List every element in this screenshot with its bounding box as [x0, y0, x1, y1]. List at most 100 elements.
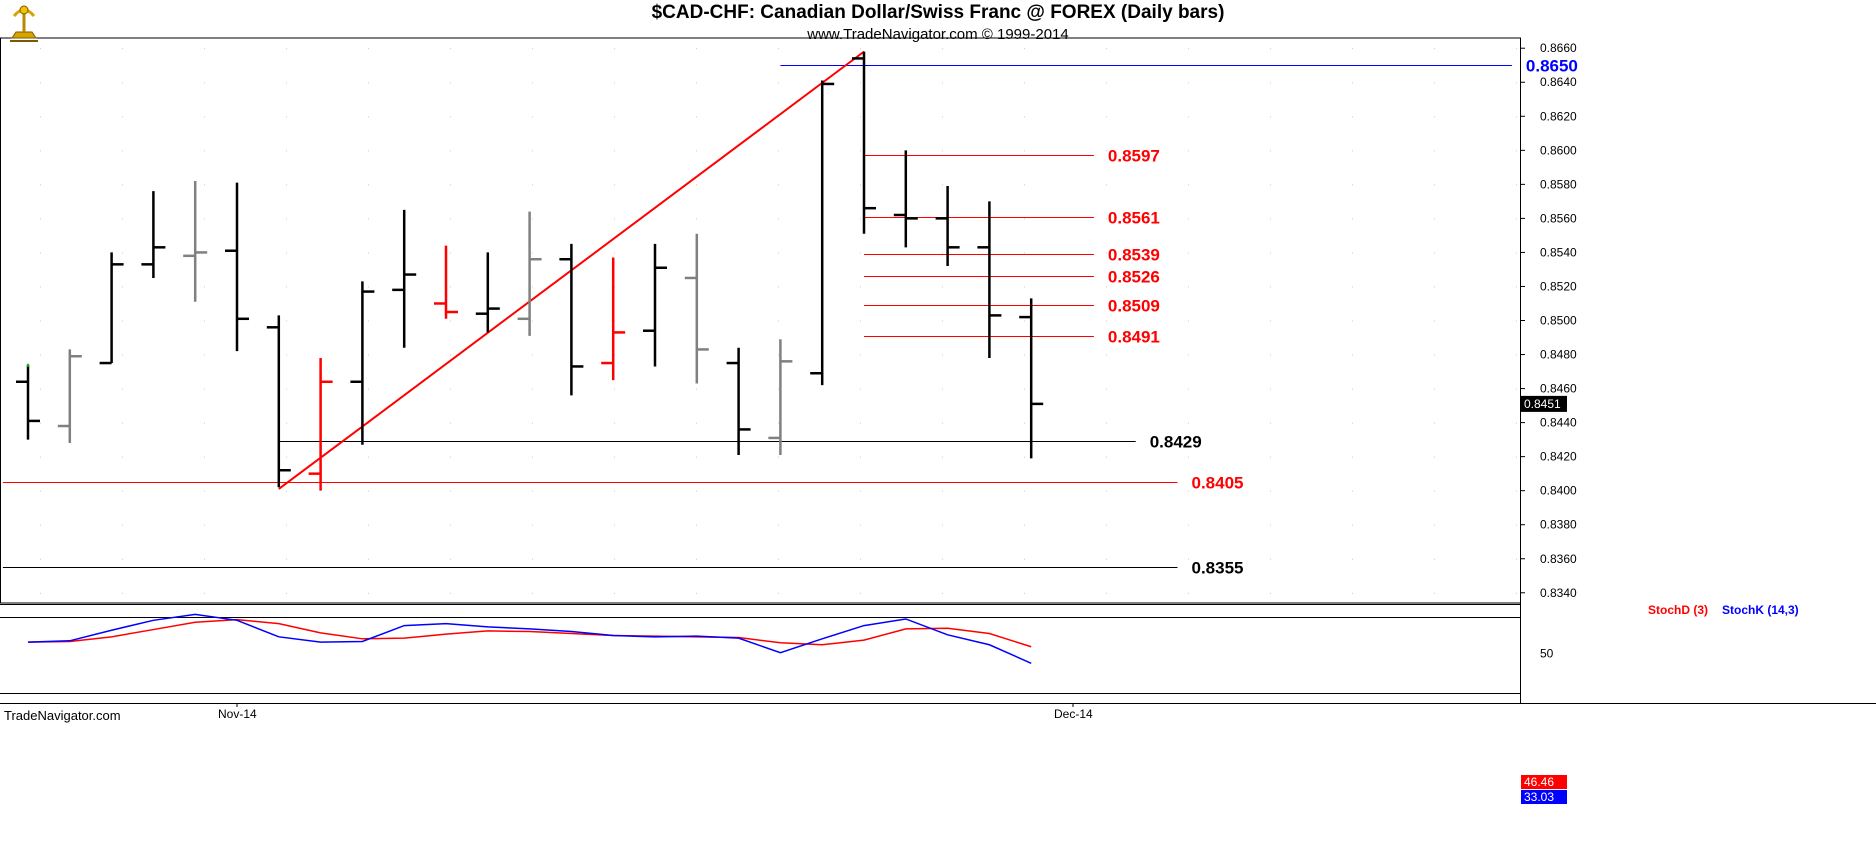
grid-dot [368, 592, 369, 594]
grid-dot [286, 456, 287, 458]
grid-dot [1516, 388, 1517, 390]
grid-dot [614, 422, 615, 424]
grid-dot [778, 592, 779, 594]
chart-subtitle: www.TradeNavigator.com © 1999-2014 [807, 26, 1069, 43]
price-tick-label: 0.8340 [1540, 586, 1577, 600]
price-tick-label: 0.8500 [1540, 314, 1577, 328]
grid-dot [286, 252, 287, 254]
grid-dot [1188, 558, 1189, 560]
price-tick-label: 0.8440 [1540, 416, 1577, 430]
grid-dot [1516, 320, 1517, 322]
grid-dot [368, 48, 369, 50]
grid-dot [1188, 320, 1189, 322]
price-tick-label: 0.8560 [1540, 211, 1577, 225]
chart-title: $CAD-CHF: Canadian Dollar/Swiss Franc @ … [651, 2, 1225, 23]
grid-dot [1106, 354, 1107, 356]
grid-dot [942, 150, 943, 152]
grid-dot [1106, 592, 1107, 594]
grid-dot [1352, 82, 1353, 84]
grid-dot [860, 558, 861, 560]
grid-dot [1434, 320, 1435, 322]
grid-dot [778, 320, 779, 322]
grid-dot [532, 490, 533, 492]
grid-dot [614, 524, 615, 526]
grid-dot [286, 48, 287, 50]
grid-dot [860, 150, 861, 152]
grid-dot [1516, 48, 1517, 50]
grid-dot [1106, 490, 1107, 492]
grid-dot [1434, 48, 1435, 50]
price-tick-label: 0.8400 [1540, 484, 1577, 498]
grid-dot [1024, 116, 1025, 118]
grid-dot [286, 422, 287, 424]
grid-dot [1434, 456, 1435, 458]
grid-dot [1106, 218, 1107, 220]
grid-dot [1352, 354, 1353, 356]
grid-dot [1106, 48, 1107, 50]
grid-dot [1188, 150, 1189, 152]
grid-dot [122, 184, 123, 186]
grid-dot [1352, 184, 1353, 186]
grid-dot [860, 218, 861, 220]
grid-dot [204, 116, 205, 118]
level-label: 0.8355 [1192, 559, 1244, 578]
grid-dot [1516, 82, 1517, 84]
grid-dot [40, 388, 41, 390]
grid-dot [1352, 116, 1353, 118]
grid-dot [1434, 82, 1435, 84]
grid-dot [1270, 116, 1271, 118]
grid-dot [122, 490, 123, 492]
grid-dot [1024, 354, 1025, 356]
grid-dot [286, 184, 287, 186]
grid-dot [860, 286, 861, 288]
grid-dot [450, 286, 451, 288]
grid-dot [778, 48, 779, 50]
grid-dot [942, 422, 943, 424]
grid-dot [860, 592, 861, 594]
grid-dot [204, 354, 205, 356]
grid-dot [450, 456, 451, 458]
level-label: 0.8429 [1150, 433, 1202, 452]
grid-dot [40, 184, 41, 186]
level-label: 0.8405 [1192, 474, 1244, 493]
ohlc-first-tick-marker [27, 363, 29, 367]
grid-dot [40, 252, 41, 254]
grid-dot [1024, 82, 1025, 84]
grid-dot [204, 490, 205, 492]
grid-dot [1188, 524, 1189, 526]
grid-dot [942, 286, 943, 288]
grid-dot [532, 524, 533, 526]
grid-dot [614, 150, 615, 152]
grid-dot [122, 456, 123, 458]
grid-dot [860, 456, 861, 458]
grid-dot [1270, 320, 1271, 322]
grid-dot [778, 524, 779, 526]
grid-dot [1270, 286, 1271, 288]
grid-dot [860, 320, 861, 322]
grid-dot [1352, 456, 1353, 458]
price-axis: 0.8340 0.8360 0.8380 0.8400 0.8420 0.8440 0.84… [1520, 41, 1577, 600]
stoch-last-badge [1521, 775, 1567, 789]
grid-dot [1434, 252, 1435, 254]
grid-dot [368, 524, 369, 526]
grid-dot [1188, 184, 1189, 186]
grid-dot [1352, 422, 1353, 424]
price-tick-label: 0.8600 [1540, 143, 1577, 157]
grid-dot [40, 354, 41, 356]
grid-dot [614, 354, 615, 356]
grid-dot [1516, 184, 1517, 186]
grid-dot [122, 320, 123, 322]
level-label: 0.8526 [1108, 268, 1160, 287]
grid-dot [122, 48, 123, 50]
grid-dot [450, 82, 451, 84]
grid-dot [204, 82, 205, 84]
grid-dot [204, 592, 205, 594]
grid-dot [1516, 558, 1517, 560]
grid-dot [860, 116, 861, 118]
grid-dot [368, 354, 369, 356]
grid-dot [778, 82, 779, 84]
grid-dot [1106, 150, 1107, 152]
grid-dot [1516, 354, 1517, 356]
price-levels: 0.8650 0.8597 0.8561 0.8539 0.8526 0.8509 0.84… [2, 57, 1578, 578]
